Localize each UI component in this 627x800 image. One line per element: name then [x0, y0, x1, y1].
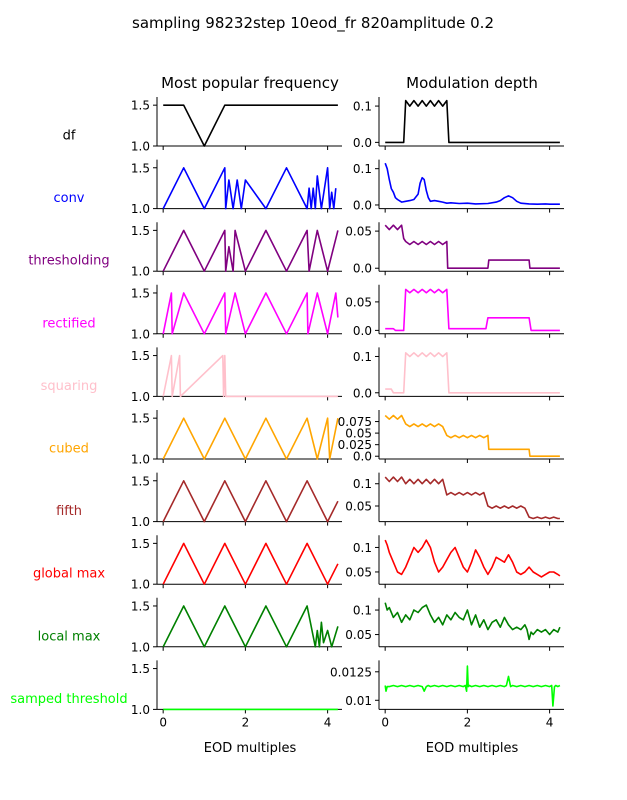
freq-ytick-label: 1.5 [131, 412, 150, 426]
freq-ytick-label: 1.0 [131, 453, 150, 467]
depth-series-5 [384, 414, 560, 458]
depth-series-4 [385, 351, 560, 394]
depth-series-8 [384, 602, 561, 641]
freq-series-2 [162, 229, 339, 273]
depth-ytick-label: 0.01 [345, 694, 372, 708]
freq-ytick-label: 1.5 [131, 474, 150, 488]
freq-ytick-label: 1.0 [131, 202, 150, 216]
depth-ytick-label: 0.1 [353, 541, 372, 555]
depth-series-3 [385, 288, 560, 332]
depth-ytick-label: 0.0 [353, 262, 372, 276]
freq-series-7 [162, 542, 339, 586]
chart-title: sampling 98232step 10eod_fr 820amplitude… [132, 14, 494, 33]
freq-series-5 [162, 417, 339, 460]
depth-ytick-label: 0.05 [345, 427, 372, 441]
row-label-3: rectified [42, 316, 95, 331]
row-label-1: conv [53, 191, 84, 206]
depth-ytick-label: 0.0 [353, 450, 372, 464]
freq-ytick-label: 1.0 [131, 515, 150, 529]
depth-ytick-label: 0.1 [353, 477, 372, 491]
depth-series-2 [384, 224, 560, 270]
freq-ytick-label: 1.0 [131, 265, 150, 279]
xlabel-depth: EOD multiples [426, 741, 519, 756]
depth-ytick-label: 0.0 [353, 198, 372, 212]
depth-ytick-label: 0.0 [353, 324, 372, 338]
row-label-7: global max [33, 567, 105, 582]
freq-ytick-label: 1.5 [131, 286, 150, 300]
depth-ytick-label: 0.0 [353, 136, 372, 150]
xlabel-frequency: EOD multiples [204, 741, 297, 756]
depth-ytick-label: 0.025 [338, 438, 372, 452]
freq-ytick-label: 1.5 [131, 599, 150, 613]
depth-ytick-label: 0.1 [353, 162, 372, 176]
row-label-2: thresholding [28, 254, 109, 269]
row-label-4: squaring [41, 379, 98, 394]
depth-ytick-label: 0.05 [345, 225, 372, 239]
freq-ytick-label: 1.5 [131, 349, 150, 363]
depth-ytick-label: 0.1 [353, 350, 372, 364]
depth-ytick-label: 0.05 [345, 565, 372, 579]
depth-ytick-label: 0.05 [345, 500, 372, 514]
freq-ytick-label: 1.0 [131, 640, 150, 654]
freq-ytick-label: 1.0 [131, 327, 150, 341]
column-title-frequency: Most popular frequency [161, 74, 339, 92]
depth-series-6 [384, 476, 560, 520]
depth-xtick-label: 4 [546, 715, 554, 729]
freq-xtick-label: 4 [324, 715, 332, 729]
depth-ytick-label: 0.0 [353, 386, 372, 400]
row-label-6: fifth [56, 504, 82, 519]
depth-series-0 [385, 99, 560, 144]
freq-xtick-label: 2 [242, 715, 250, 729]
freq-ytick-label: 1.0 [131, 578, 150, 592]
depth-ytick-label: 0.1 [353, 604, 372, 618]
freq-ytick-label: 1.0 [131, 703, 150, 717]
freq-series-0 [163, 104, 338, 147]
freq-series-6 [162, 479, 339, 523]
freq-series-4 [162, 354, 338, 398]
freq-series-1 [162, 167, 337, 210]
freq-ytick-label: 1.5 [131, 99, 150, 113]
depth-ytick-label: 0.05 [345, 628, 372, 642]
freq-ytick-label: 1.0 [131, 390, 150, 404]
freq-ytick-label: 1.5 [131, 662, 150, 676]
depth-xtick-label: 2 [464, 715, 472, 729]
depth-series-7 [384, 539, 561, 578]
freq-ytick-label: 1.5 [131, 161, 150, 175]
column-title-depth: Modulation depth [406, 74, 538, 92]
freq-series-3 [162, 292, 339, 335]
freq-ytick-label: 1.5 [131, 224, 150, 238]
depth-series-1 [384, 162, 560, 205]
freq-ytick-label: 1.0 [131, 140, 150, 154]
row-label-5: cubed [49, 442, 89, 457]
freq-ytick-label: 1.5 [131, 537, 150, 551]
depth-series-9 [384, 665, 561, 707]
row-label-8: local max [38, 629, 101, 644]
depth-ytick-label: 0.075 [338, 415, 372, 429]
depth-ytick-label: 0.05 [345, 295, 372, 309]
depth-ytick-label: 0.1 [353, 100, 372, 114]
row-label-9: samped threshold [10, 692, 127, 707]
depth-ytick-label: 0.0125 [330, 665, 372, 679]
freq-xtick-label: 0 [159, 715, 167, 729]
freq-series-8 [162, 605, 339, 648]
row-label-0: df [63, 129, 76, 144]
depth-xtick-label: 0 [381, 715, 389, 729]
